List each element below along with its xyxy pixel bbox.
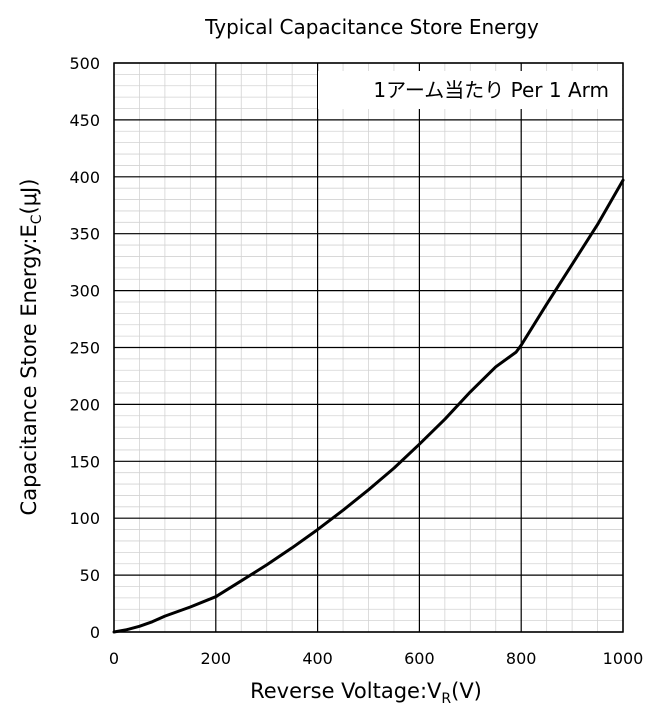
x-axis-label: Reverse Voltage:VR(V)	[250, 679, 482, 706]
y-tick-label: 0	[90, 623, 100, 642]
y-tick-label: 450	[69, 111, 100, 130]
x-axis-label-unit: (V)	[451, 679, 482, 703]
y-axis-label: Capacitance Store Energy:EC(μJ)	[17, 179, 45, 516]
x-tick-label: 1000	[603, 649, 644, 668]
y-tick-label: 400	[69, 168, 100, 187]
x-tick-label: 0	[109, 649, 119, 668]
y-tick-label: 200	[69, 395, 100, 414]
annotation-label: 1アーム当たり Per 1 Arm	[373, 78, 609, 102]
x-axis-label-sub: R	[441, 691, 451, 706]
series-group	[112, 178, 625, 634]
chart-title: Typical Capacitance Store Energy	[204, 15, 539, 39]
x-tick-label: 600	[404, 649, 435, 668]
x-axis-label-main: Reverse Voltage:V	[250, 679, 442, 703]
x-tick-label: 800	[506, 649, 537, 668]
y-tick-label: 300	[69, 282, 100, 301]
x-tick-labels: 0 200 400 600 800 1000	[109, 649, 643, 668]
y-tick-label: 100	[69, 509, 100, 528]
y-tick-label: 500	[69, 54, 100, 73]
y-tick-label: 350	[69, 225, 100, 244]
x-tick-label: 200	[201, 649, 232, 668]
x-tick-label: 400	[302, 649, 333, 668]
y-tick-label: 50	[80, 566, 100, 585]
y-axis-label-main: Capacitance Store Energy:E	[17, 224, 41, 515]
y-tick-labels: 0 50 100 150 200 250 300 350 400 450 500	[69, 54, 100, 642]
plot-frame	[113, 62, 624, 633]
y-axis-label-sub: C	[29, 214, 45, 224]
series-line	[112, 178, 625, 634]
y-axis-label-unit: (μJ)	[17, 179, 41, 215]
y-tick-label: 250	[69, 339, 100, 358]
annotation-box	[318, 71, 622, 109]
y-tick-label: 150	[69, 452, 100, 471]
